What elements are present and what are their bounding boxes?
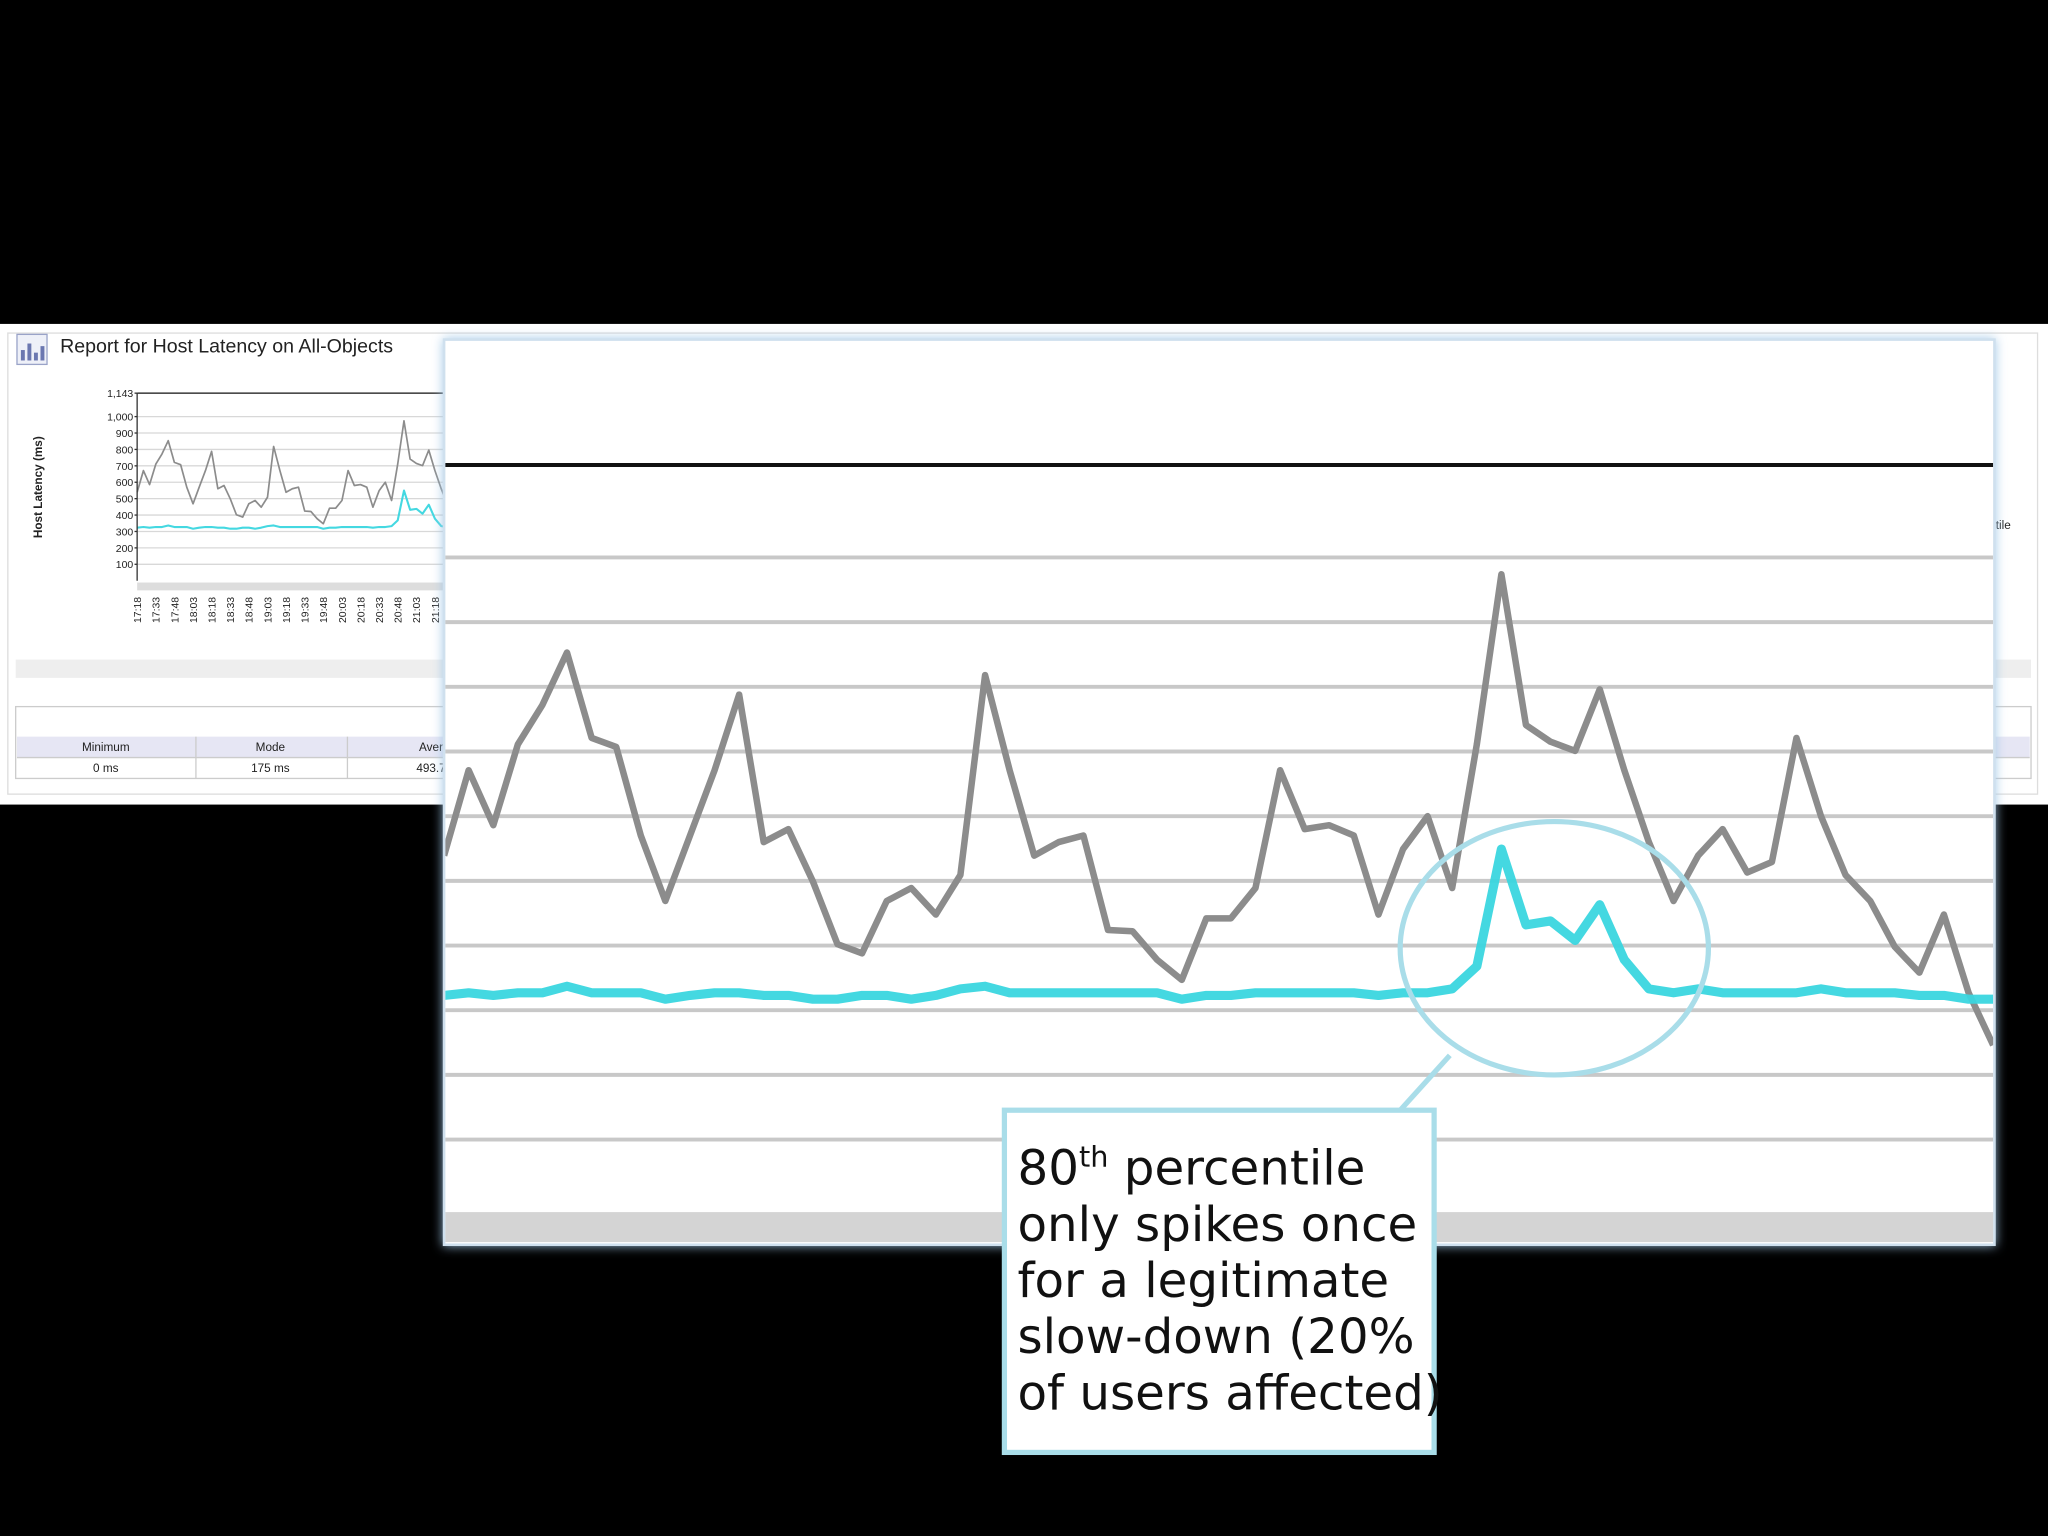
y-tick-label: 500 (116, 495, 134, 506)
y-tick-label: 700 (116, 462, 134, 473)
zoom-plot (445, 463, 1994, 1142)
y-tick-label: 1,143 (107, 389, 133, 400)
x-tick-label: 18:48 (245, 597, 256, 623)
x-tick-label: 21:03 (412, 597, 423, 623)
x-tick-label: 20:03 (338, 597, 349, 623)
callout-box (1001, 1107, 1437, 1456)
x-tick-label: 17:33 (152, 597, 163, 623)
x-tick-label: 18:33 (226, 597, 237, 623)
y-tick-label: 400 (116, 511, 134, 522)
y-tick-label: 800 (116, 445, 134, 456)
zoom-bg (442, 338, 1996, 1247)
x-tick-label: 19:18 (282, 597, 293, 623)
series-line (137, 489, 450, 530)
x-tick-label: 19:33 (301, 597, 312, 623)
x-tick-label: 17:18 (133, 597, 144, 623)
y-tick-label: 100 (116, 560, 134, 571)
x-tick-label: 17:48 (170, 597, 181, 623)
y-axis-label: Host Latency (ms) (32, 436, 45, 538)
y-tick-label: 900 (116, 429, 134, 440)
callout-line: 80th percentile (1017, 1139, 1365, 1196)
x-tick-label: 19:48 (319, 597, 330, 623)
x-tick-label: 18:03 (189, 597, 200, 623)
highlight-ellipse (1397, 818, 1712, 1078)
table-cell: 493.7 (416, 762, 445, 775)
x-tick-label: 20:33 (375, 597, 386, 623)
x-tick-label: 20:48 (394, 597, 405, 623)
series-line (136, 419, 450, 525)
y-tick-label: 1,000 (107, 413, 133, 424)
callout-number: 80 (1017, 1141, 1078, 1197)
table-cell: 0 ms (93, 762, 119, 775)
report-title: Report for Host Latency on All-Objects (60, 336, 393, 358)
table-cell: 175 ms (251, 762, 290, 775)
x-tick-label: 21:18 (431, 597, 442, 623)
callout-line: for a legitimate (1017, 1253, 1389, 1309)
x-tick-label: 20:18 (356, 597, 367, 623)
callout-pointer (1398, 1053, 1452, 1112)
callout-sup: th (1079, 1139, 1108, 1173)
y-tick-label: 300 (116, 527, 134, 538)
scrollbar (137, 582, 451, 591)
zoom-panel (442, 338, 1996, 1247)
callout-line: only spikes once (1017, 1197, 1417, 1253)
report-icon (16, 333, 48, 366)
series-line (445, 844, 1994, 1004)
table-header: Aver (419, 741, 443, 754)
table-header: Minimum (82, 741, 130, 754)
callout-line: slow-down (20% (1017, 1309, 1414, 1365)
callout-text: percentile (1108, 1141, 1365, 1197)
y-tick-label: 600 (116, 478, 134, 489)
table-header: Mode (256, 741, 286, 754)
x-tick-label: 18:18 (208, 597, 219, 623)
series-line (445, 571, 1994, 1047)
y-tick-label: 200 (116, 544, 134, 555)
small-plot (136, 392, 450, 565)
x-tick-label: 19:03 (263, 597, 274, 623)
callout-line: of users affected) (1017, 1365, 1442, 1421)
